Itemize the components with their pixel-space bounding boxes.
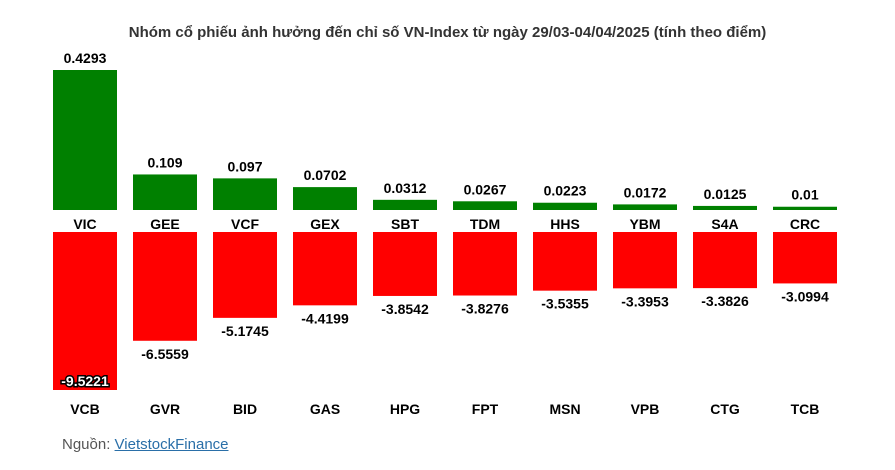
data-label-negative: -9.5221 <box>61 373 109 389</box>
data-label-positive: 0.0223 <box>544 183 587 199</box>
data-label-positive: 0.097 <box>227 158 262 174</box>
category-label-negative: FPT <box>472 401 499 417</box>
category-label-negative: VCB <box>70 401 100 417</box>
bar-positive-s4a <box>693 205 757 210</box>
bar-positive-ybm <box>613 204 677 210</box>
bar-positive-vic <box>53 70 117 210</box>
data-label-negative: -3.3826 <box>701 293 749 309</box>
category-label-positive: YBM <box>629 216 660 232</box>
bar-negative-fpt <box>453 232 517 296</box>
data-label-positive: 0.0172 <box>624 184 667 200</box>
category-label-negative: GAS <box>310 401 340 417</box>
category-label-positive: S4A <box>711 216 738 232</box>
category-label-positive: CRC <box>790 216 820 232</box>
bar-positive-vcf <box>213 178 277 210</box>
chart-title: Nhóm cổ phiếu ảnh hưởng đến chỉ số VN-In… <box>128 24 767 41</box>
category-label-positive: VIC <box>73 216 96 232</box>
category-label-positive: GEX <box>310 216 340 232</box>
bar-negative-bid <box>213 232 277 318</box>
bar-negative-gvr <box>133 232 197 341</box>
category-label-negative: MSN <box>549 401 580 417</box>
bar-positive-sbt <box>373 199 437 210</box>
data-label-positive: 0.4293 <box>64 50 107 66</box>
bar-negative-gas <box>293 232 357 306</box>
bar-positive-tdm <box>453 201 517 210</box>
data-label-negative: -5.1745 <box>221 323 269 339</box>
bar-negative-tcb <box>773 232 837 284</box>
bar-negative-vpb <box>613 232 677 289</box>
data-label-negative: -3.3953 <box>621 293 669 309</box>
category-label-positive: HHS <box>550 216 580 232</box>
bar-positive-gee <box>133 174 197 210</box>
category-label-negative: VPB <box>631 401 660 417</box>
source-label: Nguồn: <box>62 436 111 453</box>
category-label-positive: GEE <box>150 216 180 232</box>
data-label-negative: -4.4199 <box>301 310 349 326</box>
category-label-positive: VCF <box>231 216 259 232</box>
bar-negative-hpg <box>373 232 437 296</box>
bar-positive-gex <box>293 187 357 210</box>
data-label-positive: 0.109 <box>147 154 182 170</box>
category-label-negative: HPG <box>390 401 420 417</box>
bar-negative-vcb <box>53 232 117 390</box>
source-line: Nguồn: VietstockFinance <box>62 436 229 453</box>
category-label-negative: BID <box>233 401 257 417</box>
source-link[interactable]: VietstockFinance <box>114 436 229 453</box>
category-label-negative: CTG <box>710 401 740 417</box>
data-label-negative: -3.8542 <box>381 301 429 317</box>
data-label-negative: -3.8276 <box>461 301 509 317</box>
data-label-positive: 0.0125 <box>704 186 747 202</box>
data-label-negative: -3.5355 <box>541 296 589 312</box>
bar-negative-msn <box>533 232 597 291</box>
data-label-positive: 0.0312 <box>384 180 427 196</box>
bar-negative-ctg <box>693 232 757 289</box>
category-label-positive: SBT <box>391 216 419 232</box>
data-label-positive: 0.01 <box>791 187 818 203</box>
category-label-positive: TDM <box>470 216 500 232</box>
data-label-negative: -3.0994 <box>781 288 829 304</box>
category-label-negative: GVR <box>150 401 180 417</box>
data-label-positive: 0.0267 <box>464 181 507 197</box>
data-label-negative: -6.5559 <box>141 346 189 362</box>
data-label-positive: 0.0702 <box>304 167 347 183</box>
bar-positive-hhs <box>533 202 597 210</box>
category-label-negative: TCB <box>791 401 820 417</box>
bar-positive-crc <box>773 206 837 210</box>
